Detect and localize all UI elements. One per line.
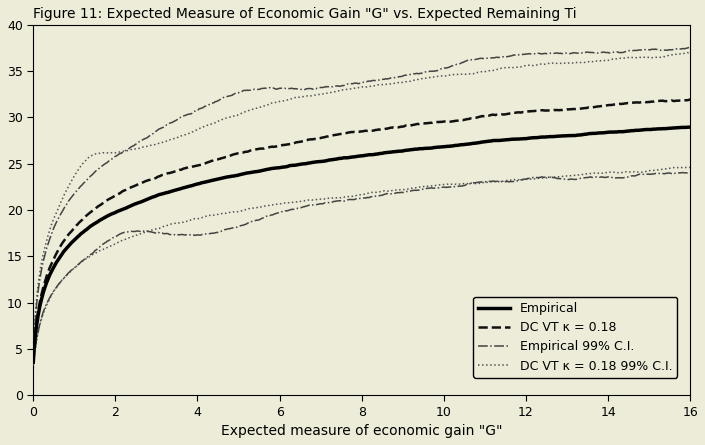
- DC VT κ = 0.18: [410, 122, 419, 127]
- Empirical 99% C.I.: [448, 63, 456, 69]
- DC VT κ = 0.18 99% C.I.: [69, 174, 78, 180]
- Empirical 99% C.I.: [29, 355, 37, 360]
- Empirical: [428, 146, 436, 151]
- DC VT κ = 0.18: [428, 120, 436, 125]
- DC VT κ = 0.18 99% C.I.: [595, 58, 603, 63]
- Empirical 99% C.I.: [527, 51, 536, 57]
- DC VT κ = 0.18: [448, 119, 456, 124]
- Empirical 99% C.I.: [428, 69, 436, 74]
- DC VT κ = 0.18: [686, 97, 694, 102]
- DC VT κ = 0.18 99% C.I.: [527, 63, 536, 68]
- DC VT κ = 0.18: [527, 109, 536, 114]
- Empirical: [69, 238, 78, 243]
- Empirical: [448, 143, 456, 149]
- Text: Figure 11: Expected Measure of Economic Gain "G" vs. Expected Remaining Ti: Figure 11: Expected Measure of Economic …: [33, 7, 577, 21]
- Empirical: [595, 130, 603, 136]
- Line: DC VT κ = 0.18 99% C.I.: DC VT κ = 0.18 99% C.I.: [33, 53, 690, 357]
- DC VT κ = 0.18: [595, 104, 603, 109]
- DC VT κ = 0.18 99% C.I.: [410, 77, 419, 83]
- Empirical: [686, 125, 694, 130]
- DC VT κ = 0.18: [29, 359, 37, 364]
- X-axis label: Expected measure of economic gain "G": Expected measure of economic gain "G": [221, 424, 503, 438]
- Line: Empirical: Empirical: [33, 127, 690, 362]
- DC VT κ = 0.18 99% C.I.: [686, 50, 694, 55]
- Empirical: [527, 135, 536, 141]
- Line: DC VT κ = 0.18: DC VT κ = 0.18: [33, 100, 690, 362]
- Empirical 99% C.I.: [686, 44, 694, 50]
- Empirical 99% C.I.: [69, 192, 78, 197]
- DC VT κ = 0.18 99% C.I.: [29, 354, 37, 360]
- Line: Empirical 99% C.I.: Empirical 99% C.I.: [33, 47, 690, 357]
- DC VT κ = 0.18 99% C.I.: [683, 50, 692, 55]
- Legend: Empirical, DC VT κ = 0.18, Empirical 99% C.I., DC VT κ = 0.18 99% C.I.: Empirical, DC VT κ = 0.18, Empirical 99%…: [474, 297, 678, 378]
- Empirical: [29, 360, 37, 365]
- Empirical 99% C.I.: [595, 50, 603, 56]
- Empirical: [410, 146, 419, 152]
- DC VT κ = 0.18 99% C.I.: [448, 72, 456, 77]
- Empirical 99% C.I.: [410, 71, 419, 77]
- DC VT κ = 0.18 99% C.I.: [428, 74, 436, 80]
- DC VT κ = 0.18: [69, 226, 78, 231]
